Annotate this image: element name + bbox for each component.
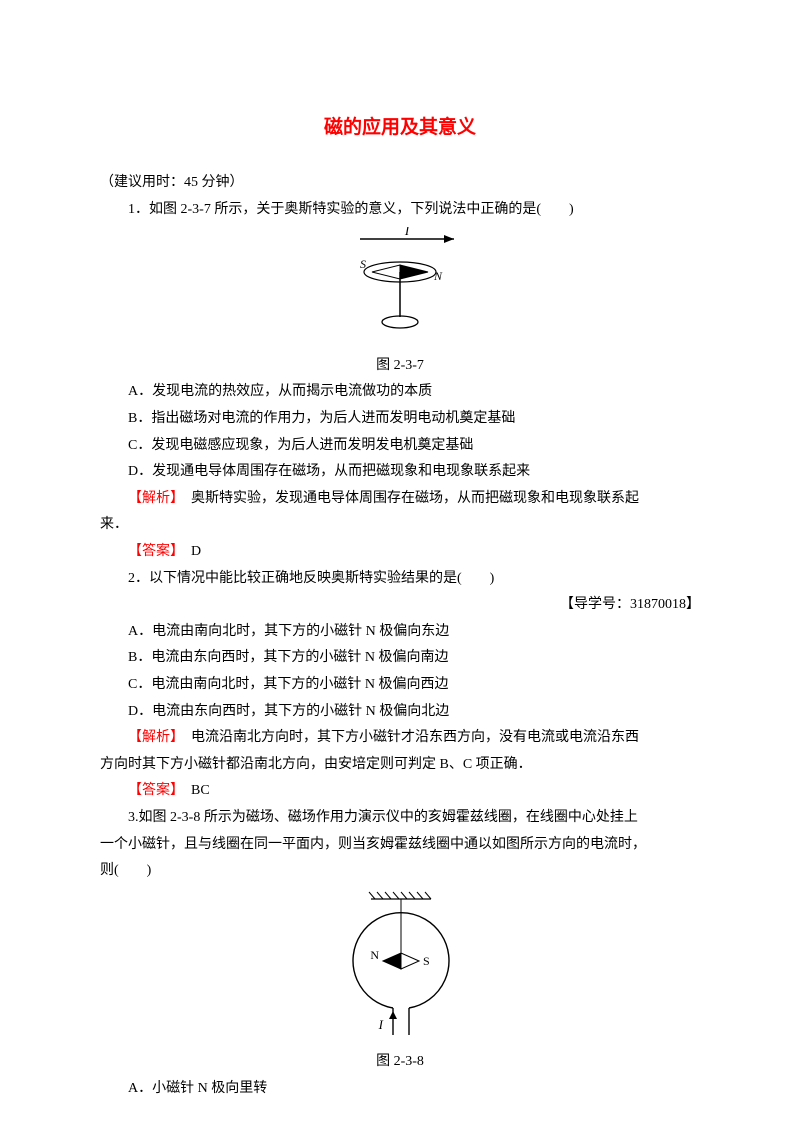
figure-1-caption: 图 2-3-7 xyxy=(100,353,700,380)
s-pole-label: S xyxy=(423,954,430,968)
q1-option-a: A．发现电流的热效应，从而揭示电流做功的本质 xyxy=(100,379,700,406)
q2-option-d: D．电流由东向西时，其下方的小磁针 N 极偏向北边 xyxy=(100,699,700,726)
current-label: I xyxy=(404,227,410,238)
q2-lead-number: 【导学号：31870018】 xyxy=(100,592,700,619)
time-note: （建议用时：45 分钟） xyxy=(100,170,700,197)
answer-text: D xyxy=(177,544,201,559)
answer-label: 【答案】 xyxy=(128,544,177,559)
analysis-text: 电流沿南北方向时，其下方小磁针才沿东西方向，没有电流或电流沿东西 xyxy=(177,730,639,745)
q3-stem-line1: 3.如图 2-3-8 所示为磁场、磁场作用力演示仪中的亥姆霍兹线圈，在线圈中心处… xyxy=(100,805,700,832)
oersted-diagram-icon: I S N xyxy=(330,227,470,342)
q1-analysis: 【解析】 奥斯特实验，发现通电导体周围存在磁场，从而把磁现象和电现象联系起 xyxy=(100,486,700,513)
q1-option-c: C．发现电磁感应现象，为后人进而发明发电机奠定基础 xyxy=(100,433,700,460)
figure-2-caption: 图 2-3-8 xyxy=(100,1049,700,1076)
q3-option-a: A．小磁针 N 极向里转 xyxy=(100,1076,700,1103)
q1-option-b: B．指出磁场对电流的作用力，为后人进而发明电动机奠定基础 xyxy=(100,406,700,433)
n-pole-label: N xyxy=(370,948,379,962)
q2-stem: 2．以下情况中能比较正确地反映奥斯特实验结果的是( ) xyxy=(100,566,700,593)
analysis-text: 奥斯特实验，发现通电导体周围存在磁场，从而把磁现象和电现象联系起 xyxy=(177,491,639,506)
document-page: 磁的应用及其意义 （建议用时：45 分钟） 1．如图 2-3-7 所示，关于奥斯… xyxy=(0,0,800,1143)
q1-option-d: D．发现通电导体周围存在磁场，从而把磁现象和电现象联系起来 xyxy=(100,459,700,486)
helmholtz-coil-icon: N S I xyxy=(343,889,458,1039)
figure-2: N S I xyxy=(100,889,700,1050)
q2-option-b: B．电流由东向西时，其下方的小磁针 N 极偏向南边 xyxy=(100,645,700,672)
n-pole-label: N xyxy=(433,269,443,283)
q2-analysis-tail: 方向时其下方小磁针都沿南北方向，由安培定则可判定 B、C 项正确． xyxy=(100,752,700,779)
q1-stem: 1．如图 2-3-7 所示，关于奥斯特实验的意义，下列说法中正确的是( ) xyxy=(100,197,700,224)
figure-1: I S N xyxy=(100,227,700,353)
current-label: I xyxy=(377,1017,383,1032)
s-pole-label: S xyxy=(360,257,366,271)
answer-label: 【答案】 xyxy=(128,783,177,798)
page-title: 磁的应用及其意义 xyxy=(100,110,700,146)
q2-answer: 【答案】 BC xyxy=(100,778,700,805)
analysis-label: 【解析】 xyxy=(128,730,177,745)
q3-stem-line2: 一个小磁针，且与线圈在同一平面内，则当亥姆霍兹线圈中通以如图所示方向的电流时， xyxy=(100,832,700,859)
q2-option-a: A．电流由南向北时，其下方的小磁针 N 极偏向东边 xyxy=(100,619,700,646)
q3-stem-line3: 则( ) xyxy=(100,858,700,885)
q1-answer: 【答案】 D xyxy=(100,539,700,566)
analysis-label: 【解析】 xyxy=(128,491,177,506)
q1-analysis-tail: 来． xyxy=(100,512,700,539)
answer-text: BC xyxy=(177,783,210,798)
q2-analysis: 【解析】 电流沿南北方向时，其下方小磁针才沿东西方向，没有电流或电流沿东西 xyxy=(100,725,700,752)
q2-option-c: C．电流由南向北时，其下方的小磁针 N 极偏向西边 xyxy=(100,672,700,699)
